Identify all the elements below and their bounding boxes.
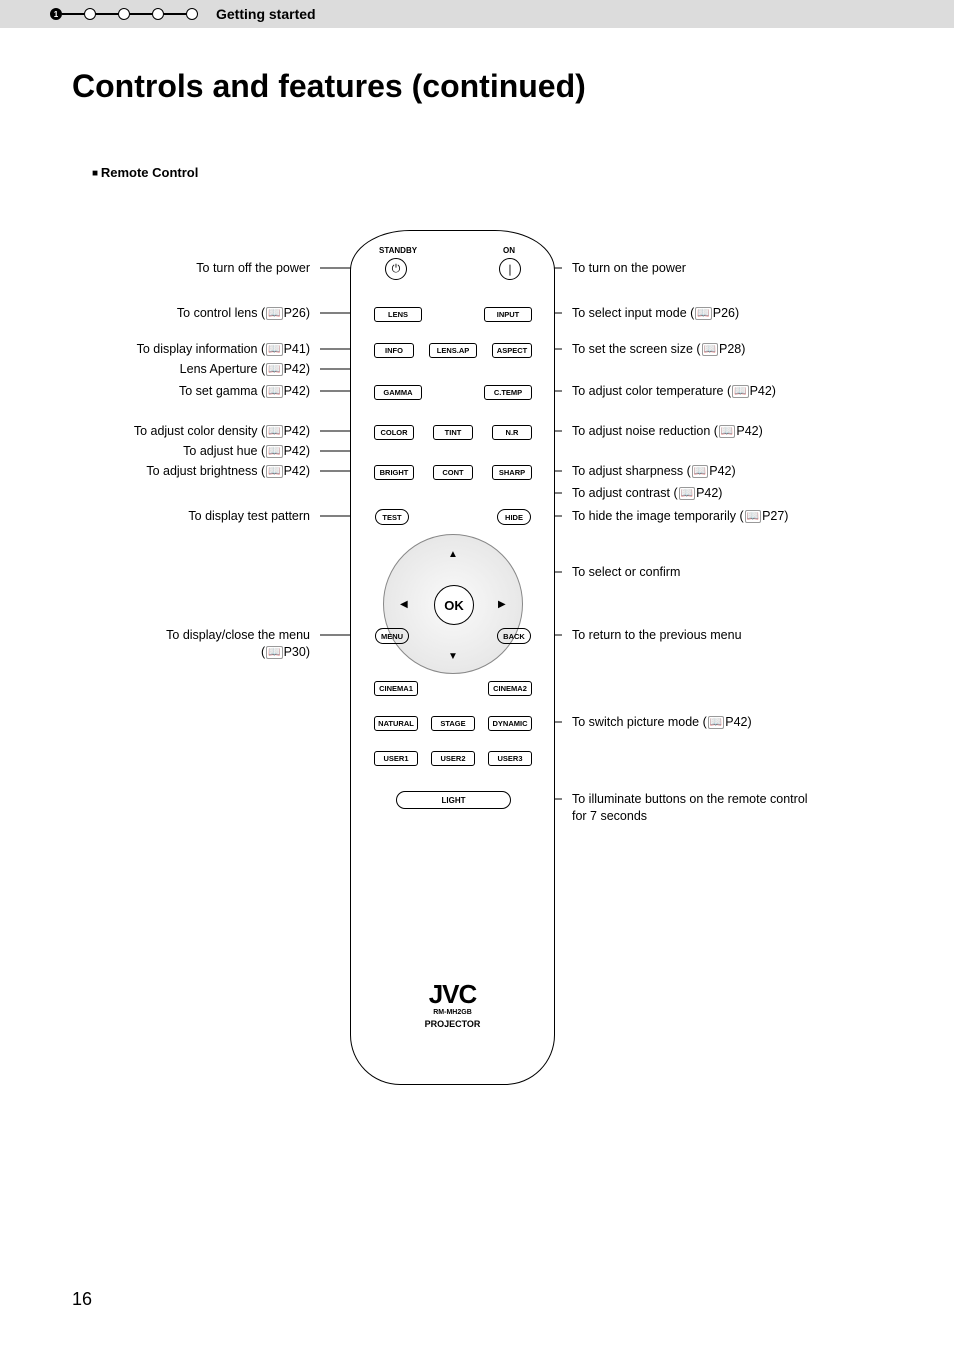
gamma-button[interactable]: GAMMA [374,385,422,400]
info-button[interactable]: INFO [374,343,414,358]
step-indicator: 1 [50,8,198,20]
sharp-button[interactable]: SHARP [492,465,532,480]
callout-hide: To hide the image temporarily (📖P27) [572,509,788,523]
standby-button[interactable]: ⏻ [385,258,407,280]
ctemp-button[interactable]: C.TEMP [484,385,532,400]
callout-info: To display information (📖P41) [137,342,310,356]
cinema2-button[interactable]: CINEMA2 [488,681,532,696]
aspect-button[interactable]: ASPECT [492,343,532,358]
natural-button[interactable]: NATURAL [374,716,418,731]
breadcrumb-header: 1 Getting started [0,0,954,28]
page-number: 16 [72,1289,92,1310]
on-button[interactable]: ❘ [499,258,521,280]
light-button[interactable]: LIGHT [396,791,511,809]
callout-menu2: (📖P30) [261,645,310,659]
user3-button[interactable]: USER3 [488,751,532,766]
step-dot-3 [118,8,130,20]
standby-label: STANDBY [379,246,417,255]
page-title: Controls and features (continued) [72,68,954,105]
callout-cont: To adjust contrast (📖P42) [572,486,722,500]
stage-button[interactable]: STAGE [431,716,475,731]
remote-diagram: STANDBY ON ⏻ ❘ LENS INPUT INFO LENS.AP A… [0,230,954,1130]
callout-picmode: To switch picture mode (📖P42) [572,715,752,729]
left-arrow-icon[interactable]: ◀ [400,599,408,610]
callout-bright: To adjust brightness (📖P42) [146,464,310,478]
lensap-button[interactable]: LENS.AP [429,343,477,358]
device-label: PROJECTOR [351,1019,554,1029]
callout-menu1: To display/close the menu [166,628,310,642]
cinema1-button[interactable]: CINEMA1 [374,681,418,696]
callout-nr: To adjust noise reduction (📖P42) [572,424,763,438]
callout-aspect: To set the screen size (📖P28) [572,342,745,356]
callout-lensap: Lens Aperture (📖P42) [180,362,310,376]
callout-ok: To select or confirm [572,565,680,579]
callout-light2: for 7 seconds [572,809,647,823]
callout-input: To select input mode (📖P26) [572,306,739,320]
tint-button[interactable]: TINT [433,425,473,440]
menu-button[interactable]: MENU [375,628,409,644]
bright-button[interactable]: BRIGHT [374,465,414,480]
subsection-title: Remote Control [92,165,954,180]
callout-gamma: To set gamma (📖P42) [179,384,310,398]
right-arrow-icon[interactable]: ▶ [498,599,506,610]
brand-logo: JVC [351,979,554,1010]
dpad[interactable]: ▲ ▼ ◀ ▶ OK [383,534,523,674]
section-name: Getting started [216,6,316,22]
test-button[interactable]: TEST [375,509,409,525]
callout-color: To adjust color density (📖P42) [134,424,310,438]
up-arrow-icon[interactable]: ▲ [448,549,458,560]
callout-lens: To control lens (📖P26) [177,306,310,320]
cont-button[interactable]: CONT [433,465,473,480]
down-arrow-icon[interactable]: ▼ [448,651,458,662]
model-label: RM-MH2GB [351,1009,554,1016]
back-button[interactable]: BACK [497,628,531,644]
nr-button[interactable]: N.R [492,425,532,440]
hide-button[interactable]: HIDE [497,509,531,525]
callout-sharp: To adjust sharpness (📖P42) [572,464,736,478]
callout-tint: To adjust hue (📖P42) [183,444,310,458]
dynamic-button[interactable]: DYNAMIC [488,716,532,731]
step-dot-5 [186,8,198,20]
step-dot-4 [152,8,164,20]
ok-button[interactable]: OK [434,585,474,625]
callout-power_off: To turn off the power [196,261,310,275]
step-dot-1: 1 [50,8,62,20]
step-dot-2 [84,8,96,20]
callout-power_on: To turn on the power [572,261,686,275]
input-button[interactable]: INPUT [484,307,532,322]
lens-button[interactable]: LENS [374,307,422,322]
user2-button[interactable]: USER2 [431,751,475,766]
callout-test: To display test pattern [188,509,310,523]
callout-ctemp: To adjust color temperature (📖P42) [572,384,776,398]
callout-back: To return to the previous menu [572,628,742,642]
callout-light1: To illuminate buttons on the remote cont… [572,792,808,806]
user1-button[interactable]: USER1 [374,751,418,766]
remote-body: STANDBY ON ⏻ ❘ LENS INPUT INFO LENS.AP A… [350,230,555,1085]
on-label: ON [503,246,515,255]
color-button[interactable]: COLOR [374,425,414,440]
